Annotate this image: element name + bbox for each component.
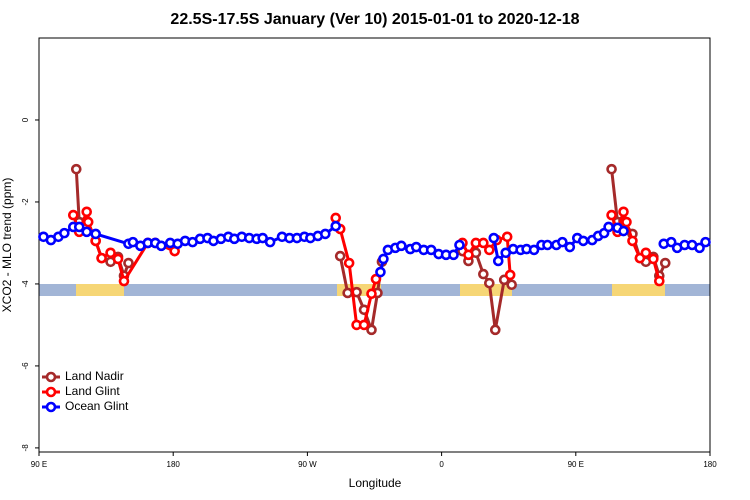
data-point bbox=[694, 242, 705, 254]
data-point bbox=[542, 239, 553, 251]
data-point bbox=[654, 275, 665, 287]
data-point bbox=[448, 249, 459, 261]
data-point bbox=[478, 268, 489, 280]
data-point bbox=[478, 237, 489, 249]
data-point bbox=[67, 209, 79, 221]
data-point bbox=[501, 231, 513, 243]
data-point bbox=[96, 252, 107, 264]
data-point bbox=[557, 236, 568, 248]
data-point bbox=[489, 324, 501, 336]
legend-marker bbox=[45, 386, 57, 398]
data-point bbox=[627, 235, 638, 247]
data-point bbox=[118, 275, 130, 287]
data-point bbox=[425, 244, 437, 256]
data-point bbox=[504, 269, 516, 281]
y-tick-label: 0 bbox=[21, 117, 30, 122]
data-point bbox=[621, 216, 632, 228]
data-point bbox=[257, 232, 268, 244]
data-point bbox=[81, 226, 93, 238]
data-point bbox=[112, 253, 124, 265]
legend-label: Ocean Glint bbox=[65, 399, 129, 413]
x-tick-label: 90 W bbox=[298, 460, 317, 469]
plot-frame bbox=[38, 37, 711, 453]
data-point bbox=[319, 228, 331, 240]
x-tick-label: 90 E bbox=[568, 460, 584, 469]
data-point bbox=[105, 247, 116, 259]
data-point bbox=[264, 236, 276, 248]
data-point bbox=[82, 216, 94, 228]
data-point bbox=[618, 225, 629, 237]
data-point bbox=[463, 249, 474, 261]
data-point bbox=[506, 279, 517, 291]
data-point bbox=[73, 221, 85, 233]
data-point bbox=[334, 250, 346, 262]
data-point bbox=[603, 221, 614, 233]
x-tick-label: 90 E bbox=[31, 460, 47, 469]
data-point bbox=[492, 255, 504, 267]
legend-label: Land Glint bbox=[65, 384, 120, 398]
data-point bbox=[330, 220, 342, 232]
data-point bbox=[123, 257, 134, 269]
data-point bbox=[606, 209, 617, 221]
legend-marker bbox=[45, 371, 57, 383]
data-point bbox=[659, 257, 671, 269]
land-band bbox=[612, 284, 665, 296]
data-point bbox=[606, 163, 617, 175]
y-axis-label: XCO2 - MLO trend (ppm) bbox=[0, 178, 14, 313]
x-tick-label: 180 bbox=[167, 460, 181, 469]
data-point bbox=[342, 287, 353, 299]
data-point bbox=[366, 288, 377, 300]
data-point bbox=[370, 273, 382, 285]
land-band bbox=[460, 284, 512, 296]
data-point bbox=[358, 319, 370, 331]
y-tick-label: -6 bbox=[21, 362, 30, 370]
data-point bbox=[375, 266, 386, 278]
data-point bbox=[90, 228, 101, 240]
data-point bbox=[488, 232, 500, 244]
y-tick-label: -8 bbox=[21, 444, 30, 452]
data-point bbox=[528, 244, 540, 256]
data-point bbox=[396, 240, 407, 252]
data-point bbox=[564, 241, 576, 253]
data-point bbox=[378, 253, 389, 265]
data-point bbox=[81, 206, 93, 218]
data-point bbox=[484, 244, 495, 256]
chart-title: 22.5S-17.5S January (Ver 10) 2015-01-01 … bbox=[170, 11, 579, 28]
data-point bbox=[155, 240, 167, 252]
data-point bbox=[484, 277, 495, 289]
data-point bbox=[454, 239, 465, 251]
data-point bbox=[700, 236, 711, 248]
y-tick-label: -2 bbox=[21, 198, 30, 206]
data-point bbox=[59, 227, 70, 239]
data-point bbox=[665, 236, 677, 248]
land-band bbox=[76, 284, 124, 296]
x-tick-label: 0 bbox=[439, 460, 444, 469]
data-point bbox=[648, 253, 659, 265]
data-point bbox=[640, 247, 652, 259]
legend-label: Land Nadir bbox=[65, 369, 124, 383]
data-point bbox=[618, 206, 629, 218]
y-tick-label: -4 bbox=[21, 280, 30, 288]
data-point bbox=[366, 324, 377, 336]
data-point bbox=[330, 212, 342, 224]
x-tick-label: 180 bbox=[703, 460, 717, 469]
data-point bbox=[577, 235, 589, 247]
data-point bbox=[70, 163, 82, 175]
data-point bbox=[343, 257, 355, 269]
legend-marker bbox=[45, 401, 57, 413]
x-axis-label: Longitude bbox=[349, 476, 402, 490]
